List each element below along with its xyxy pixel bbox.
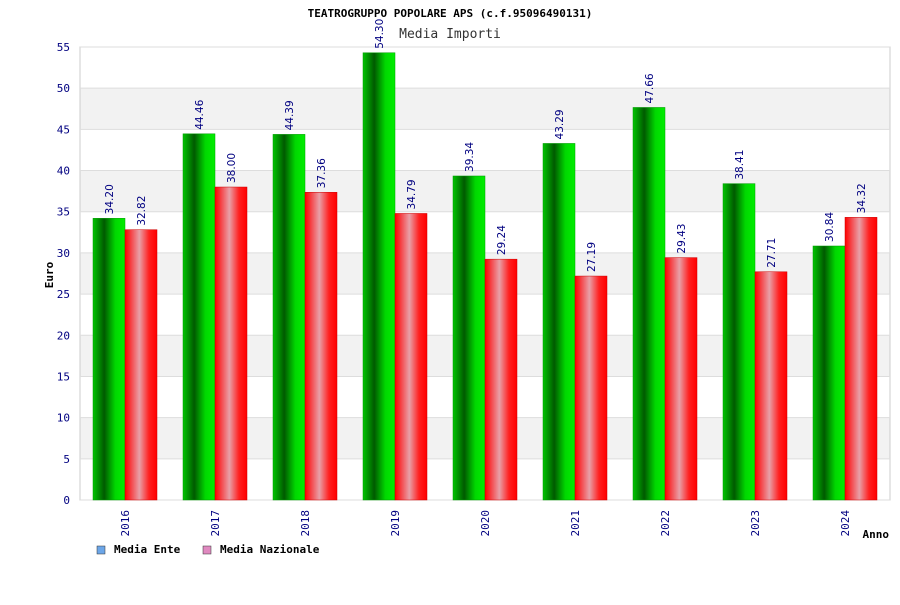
data-label-media-ente-2022: 47.66: [644, 73, 656, 103]
y-tick-label: 35: [57, 206, 70, 219]
y-tick-label: 20: [57, 329, 70, 342]
x-tick-label: 2021: [569, 510, 582, 537]
y-tick-label: 50: [57, 82, 70, 95]
bar-media-ente-2019: [362, 52, 396, 501]
data-label-media-ente-2023: 38.41: [734, 150, 746, 180]
bar-media-ente-2016: [92, 218, 126, 501]
y-tick-label: 10: [57, 412, 70, 425]
chart-subtitle: Media Importi: [399, 27, 501, 42]
bar-media-ente-2020: [452, 175, 486, 501]
bars: [92, 52, 878, 501]
data-label-media-ente-2021: 43.29: [554, 109, 566, 139]
bar-media-ente-2022: [632, 107, 666, 501]
bar-media-ente-2024: [812, 245, 846, 501]
data-label-media-nazionale-2024: 34.32: [856, 183, 868, 213]
data-label-media-ente-2017: 44.46: [194, 99, 206, 129]
bar-media-nazionale-2021: [574, 275, 608, 501]
bar-media-ente-2021: [542, 143, 576, 501]
grid-band: [80, 88, 890, 130]
x-tick-label: 2018: [299, 510, 312, 537]
data-labels: 34.20 32.82 44.46 38.00 44.39 37.36 54.30 34.79…: [104, 19, 868, 272]
data-label-media-nazionale-2016: 32.82: [136, 196, 148, 226]
bar-media-nazionale-2016: [124, 229, 158, 501]
legend-label-media-ente: Media Ente: [114, 543, 181, 556]
data-label-media-nazionale-2022: 29.43: [676, 224, 688, 254]
x-tick-label: 2019: [389, 510, 402, 537]
data-label-media-ente-2020: 39.34: [464, 142, 476, 172]
legend-swatch-media-nazionale: [202, 545, 212, 555]
data-label-media-ente-2019: 54.30: [374, 19, 386, 49]
y-axis-label: Euro: [43, 261, 56, 288]
data-label-media-nazionale-2023: 27.71: [766, 238, 778, 268]
y-tick-label: 45: [57, 123, 70, 136]
data-label-media-ente-2024: 30.84: [824, 212, 836, 242]
bar-media-nazionale-2024: [844, 217, 878, 501]
data-label-media-nazionale-2019: 34.79: [406, 179, 418, 209]
y-tick-label: 25: [57, 288, 70, 301]
x-axis-ticks: 2016 2017 2018 2019 2020 2021 2022 2023 2024: [119, 510, 852, 537]
bar-media-nazionale-2017: [214, 186, 248, 501]
x-tick-label: 2016: [119, 510, 132, 537]
data-label-media-nazionale-2018: 37.36: [316, 158, 328, 188]
y-tick-label: 55: [57, 41, 70, 54]
legend: Media Ente Media Nazionale: [96, 543, 320, 556]
bar-media-ente-2023: [722, 183, 756, 501]
x-tick-label: 2023: [749, 510, 762, 537]
bar-media-nazionale-2019: [394, 213, 428, 501]
y-tick-label: 40: [57, 165, 70, 178]
data-label-media-nazionale-2020: 29.24: [496, 225, 508, 255]
bar-media-nazionale-2020: [484, 258, 518, 501]
y-tick-label: 15: [57, 370, 70, 383]
x-tick-label: 2022: [659, 510, 672, 537]
y-tick-label: 5: [63, 453, 70, 466]
data-label-media-nazionale-2017: 38.00: [226, 153, 238, 183]
legend-label-media-nazionale: Media Nazionale: [220, 543, 320, 556]
bar-media-ente-2018: [272, 134, 306, 501]
y-tick-label: 30: [57, 247, 70, 260]
x-tick-label: 2024: [839, 510, 852, 537]
bar-media-nazionale-2022: [664, 257, 698, 501]
y-axis-ticks: 0 5 10 15 20 25 30 35 40 45 50 55: [57, 41, 70, 507]
bar-media-nazionale-2023: [754, 271, 788, 501]
x-axis-label: Anno: [863, 528, 890, 541]
y-tick-label: 0: [63, 494, 70, 507]
bar-media-nazionale-2018: [304, 192, 338, 501]
x-tick-label: 2020: [479, 510, 492, 537]
data-label-media-ente-2016: 34.20: [104, 184, 116, 214]
data-label-media-ente-2018: 44.39: [284, 100, 296, 130]
data-label-media-nazionale-2021: 27.19: [586, 242, 598, 272]
bar-media-ente-2017: [182, 133, 216, 501]
x-tick-label: 2017: [209, 510, 222, 537]
legend-swatch-media-ente: [96, 545, 106, 555]
chart-title: TEATROGRUPPO POPOLARE APS (c.f.950964901…: [308, 7, 593, 20]
